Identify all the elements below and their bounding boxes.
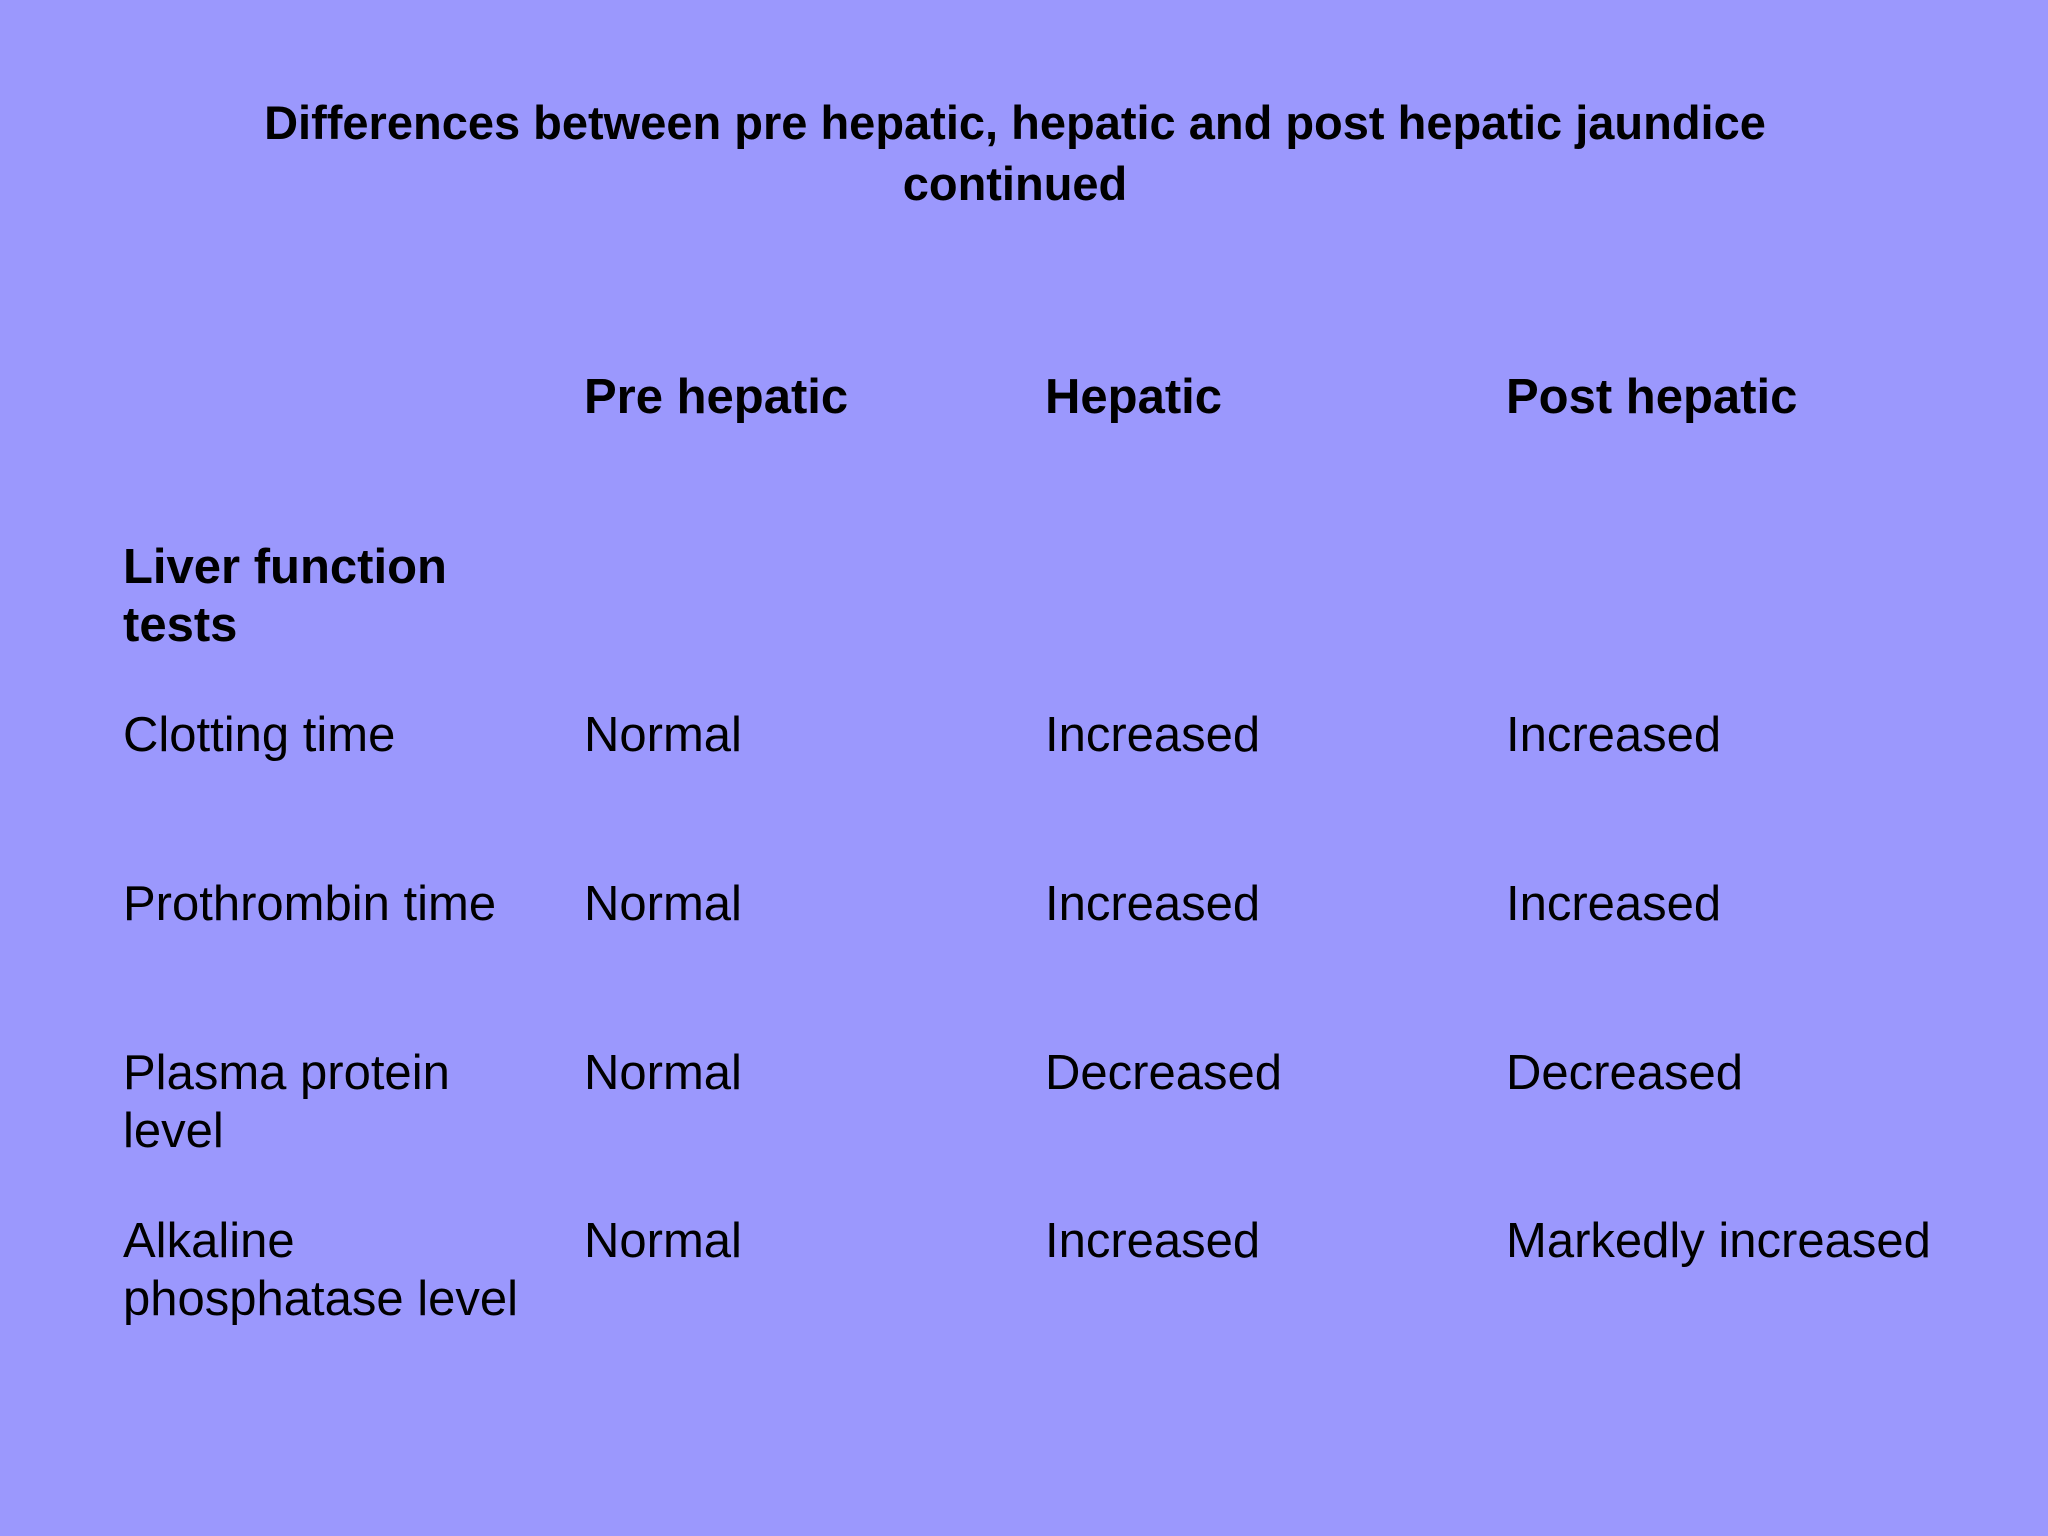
column-header-pre-hepatic: Pre hepatic [584,370,849,424]
column-header-hepatic: Hepatic [1045,370,1223,424]
cell-clotting-time-pre-hepatic: Normal [584,708,742,762]
row-label-alkaline-phosphatase-level: Alkaline phosphatase level [123,1214,519,1326]
section-label-liver-function-tests: Liver function tests [123,540,447,652]
cell-clotting-time-post-hepatic: Increased [1506,708,1722,762]
slide-title-line-1: Differences between pre hepatic, hepatic… [264,96,1766,149]
cell-prothrombin-time-post-hepatic: Increased [1506,877,1722,931]
cell-plasma-protein-level-pre-hepatic: Normal [584,1046,742,1100]
cell-alkaline-phosphatase-level-pre-hepatic: Normal [584,1214,742,1268]
row-label-prothrombin-time: Prothrombin time [123,877,497,931]
cell-clotting-time-hepatic: Increased [1045,708,1261,762]
cell-prothrombin-time-hepatic: Increased [1045,877,1261,931]
column-header-post-hepatic: Post hepatic [1506,370,1798,424]
slide-title-line-2: continued [902,157,1128,210]
cell-plasma-protein-level-post-hepatic: Decreased [1506,1046,1743,1100]
cell-plasma-protein-level-hepatic: Decreased [1045,1046,1282,1100]
cell-alkaline-phosphatase-level-post-hepatic: Markedly increased [1506,1214,1931,1268]
row-label-plasma-protein-level: Plasma protein level [123,1046,450,1158]
cell-prothrombin-time-pre-hepatic: Normal [584,877,742,931]
row-label-clotting-time: Clotting time [123,708,396,762]
slide-title: Differences between pre hepatic, hepatic… [140,92,1890,214]
cell-alkaline-phosphatase-level-hepatic: Increased [1045,1214,1261,1268]
